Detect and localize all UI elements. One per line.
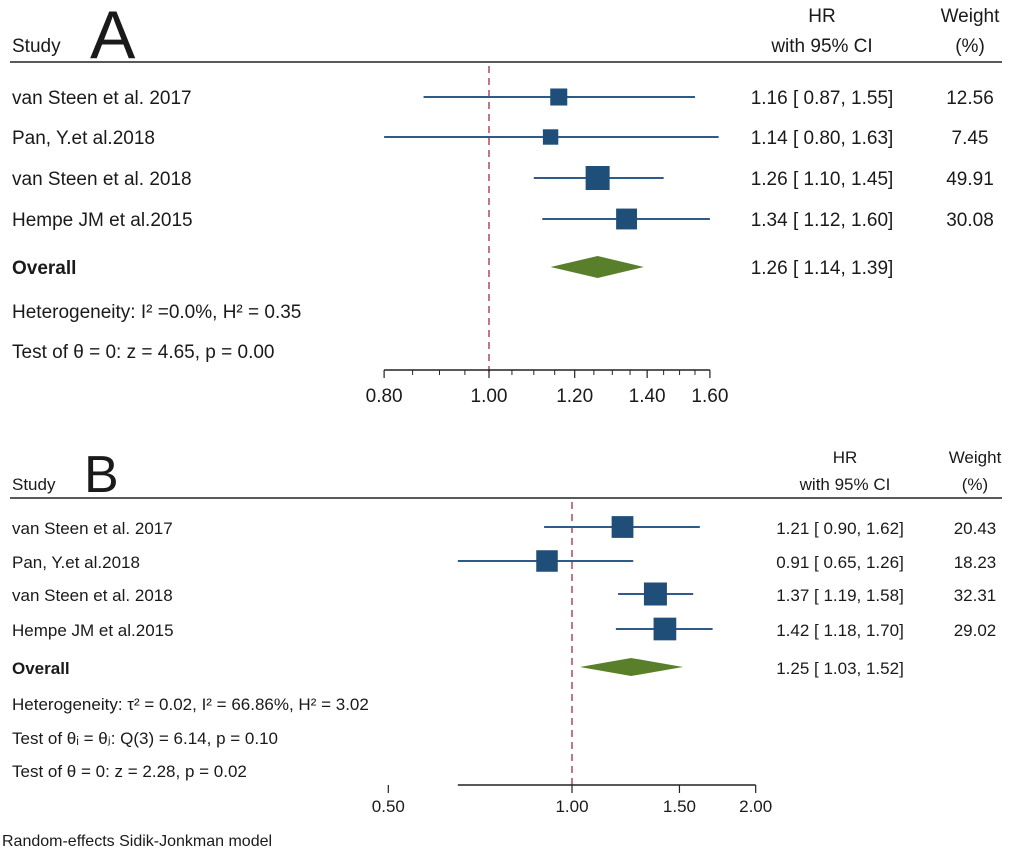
panel-a-stat-line: Test of θ = 0: z = 4.65, p = 0.00 bbox=[12, 342, 274, 363]
panel-a-ci-value: 1.26 [ 1.10, 1.45] bbox=[751, 169, 894, 190]
panel-b-weight-value: 32.31 bbox=[954, 586, 997, 605]
panel-a-ci-value: 1.34 [ 1.12, 1.60] bbox=[751, 210, 894, 231]
panel-b-effect-marker bbox=[611, 516, 634, 538]
panel-a-study-label: Hempe JM et al.2015 bbox=[12, 210, 193, 231]
panel-a-weight-header: Weight bbox=[941, 6, 1001, 27]
panel-a-weight-value: 7.45 bbox=[952, 128, 989, 149]
panel-b-weight-header: Weight bbox=[949, 448, 1002, 467]
panel-b-effect-marker bbox=[653, 617, 677, 641]
panel-a-effect-marker bbox=[616, 208, 637, 230]
panel-a-hr-header: HR bbox=[808, 6, 835, 27]
panel-b-weight-value: 20.43 bbox=[954, 519, 997, 538]
panel-b-ci-value: 0.91 [ 0.65, 1.26] bbox=[776, 553, 904, 572]
panel-b-hr-header: HR bbox=[833, 448, 858, 467]
panel-a-stat-line: Heterogeneity: I² =0.0%, H² = 0.35 bbox=[12, 302, 301, 323]
panel-b-ci-header: with 95% CI bbox=[799, 475, 891, 494]
panel-b-x-tick-label: 1.00 bbox=[555, 797, 588, 816]
panel-b-study-label: Hempe JM et al.2015 bbox=[12, 621, 174, 640]
panel-a-x-tick-label: 1.60 bbox=[691, 386, 728, 407]
panel-a-weight-value: 12.56 bbox=[946, 88, 994, 109]
panel-a-ci-value: 1.16 [ 0.87, 1.55] bbox=[751, 88, 894, 109]
panel-b-effect-marker bbox=[536, 550, 558, 572]
panel-a-panel-label: A bbox=[90, 0, 136, 73]
panel-b-weight-unit-header: (%) bbox=[962, 475, 988, 494]
panel-b-study-label: van Steen et al. 2017 bbox=[12, 519, 173, 538]
panel-b-ci-value: 1.37 [ 1.19, 1.58] bbox=[776, 586, 904, 605]
panel-a-effect-marker bbox=[550, 88, 568, 106]
panel-b-ci-value: 1.21 [ 0.90, 1.62] bbox=[776, 519, 904, 538]
panel-b-stat-line: Test of θ = 0: z = 2.28, p = 0.02 bbox=[12, 762, 247, 781]
panel-a-weight-value: 30.08 bbox=[946, 210, 994, 231]
panel-a-study-label: van Steen et al. 2018 bbox=[12, 169, 192, 190]
panel-b-effect-marker bbox=[643, 582, 667, 606]
panel-a-weight-unit-header: (%) bbox=[955, 36, 985, 57]
panel-a-ci-value: 1.14 [ 0.80, 1.63] bbox=[751, 128, 894, 149]
panel-b-study-header: Study bbox=[12, 475, 56, 494]
panel-a-overall-diamond bbox=[550, 256, 644, 278]
panel-a-study-label: Pan, Y.et al.2018 bbox=[12, 128, 155, 149]
panel-a-x-tick-label: 1.20 bbox=[556, 386, 593, 407]
panel-a-study-label: van Steen et al. 2017 bbox=[12, 88, 192, 109]
panel-b-x-tick-label: 2.00 bbox=[739, 797, 772, 816]
panel-b-stat-line: Heterogeneity: τ² = 0.02, I² = 66.86%, H… bbox=[12, 695, 369, 714]
panel-b-panel-label: B bbox=[84, 446, 119, 504]
footnote-model: Random-effects Sidik-Jonkman model bbox=[2, 833, 272, 850]
panel-b-ci-value: 1.42 [ 1.18, 1.70] bbox=[776, 621, 904, 640]
panel-b-weight-value: 18.23 bbox=[954, 553, 997, 572]
panel-b-study-label: van Steen et al. 2018 bbox=[12, 586, 173, 605]
panel-b-overall-diamond bbox=[579, 658, 683, 676]
panel-a-effect-marker bbox=[542, 129, 559, 145]
panel-a-overall-ci-value: 1.26 [ 1.14, 1.39] bbox=[751, 258, 894, 279]
panel-b-weight-value: 29.02 bbox=[954, 621, 997, 640]
panel-a-x-tick-label: 1.40 bbox=[629, 386, 666, 407]
panel-b-overall-ci-value: 1.25 [ 1.03, 1.52] bbox=[776, 659, 904, 678]
panel-a-overall-label: Overall bbox=[12, 258, 76, 279]
panel-a-ci-header: with 95% CI bbox=[770, 36, 872, 57]
panel-a-effect-marker bbox=[585, 166, 610, 190]
panel-a-x-tick-label: 0.80 bbox=[366, 386, 403, 407]
panel-b-x-tick-label: 0.50 bbox=[372, 797, 405, 816]
panel-a-weight-value: 49.91 bbox=[946, 169, 994, 190]
panel-b-stat-line: Test of θᵢ = θⱼ: Q(3) = 6.14, p = 0.10 bbox=[12, 729, 278, 748]
panel-b-overall-label: Overall bbox=[12, 659, 70, 678]
panel-b-study-label: Pan, Y.et al.2018 bbox=[12, 553, 140, 572]
panel-b-x-tick-label: 1.50 bbox=[663, 797, 696, 816]
panel-a-x-tick-label: 1.00 bbox=[471, 386, 508, 407]
panel-a-study-header: Study bbox=[12, 36, 61, 57]
